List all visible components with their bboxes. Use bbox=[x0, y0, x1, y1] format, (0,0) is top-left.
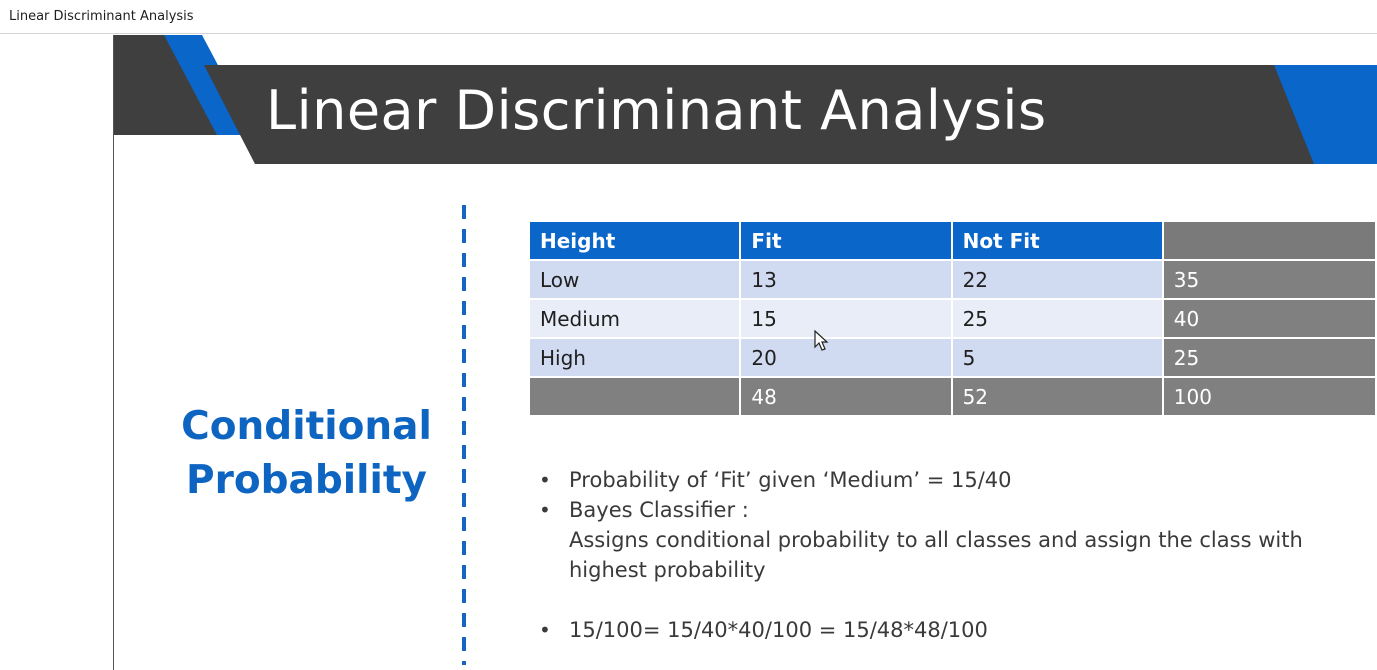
window-title: Linear Discriminant Analysis bbox=[9, 9, 194, 24]
bullet-icon: • bbox=[539, 498, 551, 522]
bullet-icon: • bbox=[539, 618, 551, 642]
table-row: Low 13 22 35 bbox=[527, 259, 1377, 300]
side-heading-line2: Probability bbox=[186, 458, 427, 503]
header-cell: Height bbox=[527, 220, 742, 261]
bullet-text: 15/100= 15/40*40/100 = 15/48*48/100 bbox=[569, 618, 988, 642]
table-cell: 13 bbox=[739, 259, 953, 300]
title-banner bbox=[114, 35, 1377, 164]
column-total-cell: 100 bbox=[1161, 376, 1377, 417]
slide-title: Linear Discriminant Analysis bbox=[266, 79, 1047, 142]
bullet-icon: • bbox=[539, 468, 551, 492]
table-cell: Low bbox=[527, 259, 742, 300]
table-cell: 20 bbox=[739, 337, 953, 378]
table-cell: High bbox=[527, 337, 742, 378]
column-total-cell: 52 bbox=[950, 376, 1164, 417]
column-total-cell bbox=[527, 376, 742, 417]
window-titlebar: Linear Discriminant Analysis bbox=[0, 0, 1377, 34]
side-heading: Conditional Probability bbox=[134, 400, 479, 508]
dashed-divider bbox=[462, 205, 466, 665]
row-total-cell: 35 bbox=[1161, 259, 1377, 300]
bullet-text: Bayes Classifier : bbox=[569, 498, 749, 522]
table-cell: 25 bbox=[950, 298, 1164, 339]
table-cell: 15 bbox=[739, 298, 953, 339]
bullet-text: Probability of ‘Fit’ given ‘Medium’ = 15… bbox=[569, 468, 1012, 492]
contingency-table: Height Fit Not Fit Low 13 22 35 Medium 1… bbox=[527, 220, 1377, 417]
table-header-row: Height Fit Not Fit bbox=[527, 220, 1377, 261]
table-totals-row: 48 52 100 bbox=[527, 376, 1377, 417]
header-cell: Not Fit bbox=[950, 220, 1164, 261]
bullet-list: • Probability of ‘Fit’ given ‘Medium’ = … bbox=[539, 465, 1359, 645]
table-cell: 22 bbox=[950, 259, 1164, 300]
row-total-cell: 25 bbox=[1161, 337, 1377, 378]
side-heading-line1: Conditional bbox=[181, 404, 432, 449]
bayes-description: Assigns conditional probability to all c… bbox=[569, 528, 1303, 582]
list-item: • Bayes Classifier : Assigns conditional… bbox=[539, 495, 1359, 585]
list-item: • 15/100= 15/40*40/100 = 15/48*48/100 bbox=[539, 615, 1359, 645]
row-total-cell: 40 bbox=[1161, 298, 1377, 339]
mouse-pointer-icon bbox=[814, 330, 829, 351]
table-cell: 5 bbox=[950, 337, 1164, 378]
column-total-cell: 48 bbox=[739, 376, 953, 417]
table-row: High 20 5 25 bbox=[527, 337, 1377, 378]
table-cell: Medium bbox=[527, 298, 742, 339]
list-item: • Probability of ‘Fit’ given ‘Medium’ = … bbox=[539, 465, 1359, 495]
header-cell: Fit bbox=[739, 220, 953, 261]
slide-canvas: Linear Discriminant Analysis Conditional… bbox=[113, 35, 1377, 670]
header-cell bbox=[1161, 220, 1377, 261]
table-row: Medium 15 25 40 bbox=[527, 298, 1377, 339]
